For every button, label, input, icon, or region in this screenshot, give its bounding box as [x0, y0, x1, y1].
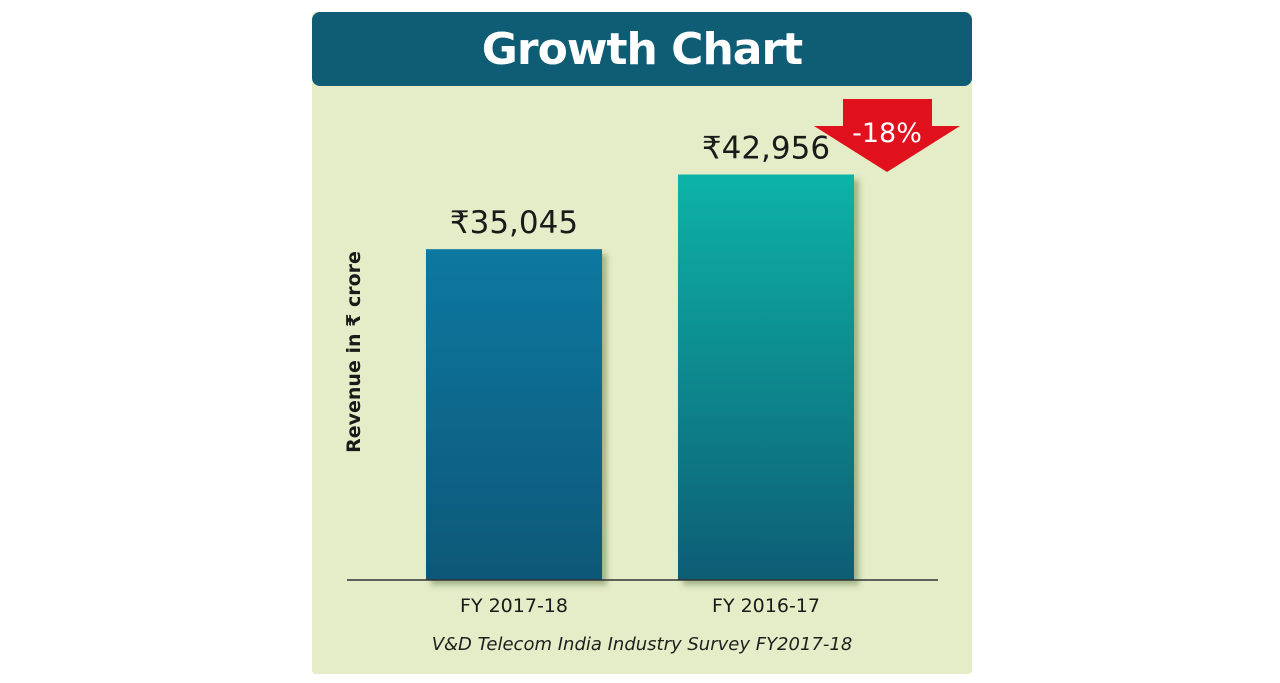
bar-2: [678, 174, 854, 580]
bar-2-value-label: ₹42,956: [702, 130, 830, 166]
change-annotation: -18%: [852, 118, 922, 149]
source-note: V&D Telecom India Industry Survey FY2017…: [431, 634, 853, 655]
chart-card: Growth Chart Revenue in ₹ crore ₹35,045 F…: [312, 12, 972, 674]
x-tick-label-1: FY 2017-18: [460, 595, 568, 617]
plot-area: ₹35,045 FY 2017-18 ₹42,956 FY 2016-17 -18%: [347, 99, 960, 617]
bar-1: [426, 249, 602, 580]
bar-1-value-label: ₹35,045: [450, 205, 578, 241]
down-arrow-icon: [814, 99, 960, 172]
chart-title: Growth Chart: [481, 23, 803, 75]
title-bar: Growth Chart: [312, 12, 972, 86]
x-tick-label-2: FY 2016-17: [712, 595, 820, 617]
